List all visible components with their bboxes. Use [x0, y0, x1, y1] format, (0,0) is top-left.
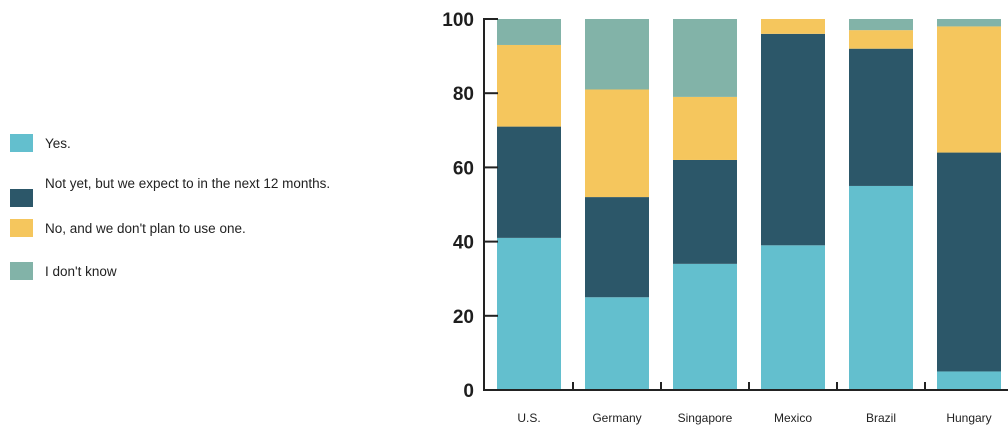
x-tick-label-mexico: Mexico [774, 411, 812, 425]
bar-segment-brazil-s0 [849, 185, 913, 390]
legend-item-yes: Yes. [10, 134, 340, 188]
legend-item-no: No, and we don't plan to use one. [10, 219, 340, 273]
bar-segment-germany-s2 [585, 89, 649, 198]
bar-segment-mexico-s1 [761, 33, 825, 246]
y-tick-label-20: 20 [453, 307, 474, 328]
legend-item-not-yet: Not yet, but we expect to in the next 12… [10, 176, 340, 230]
y-tick-label-60: 60 [453, 158, 474, 179]
bar-segment-mexico-s2 [761, 19, 825, 34]
bar-segment-u-s-s0 [497, 237, 561, 390]
x-tick-label-germany: Germany [592, 411, 641, 425]
y-tick-label-0: 0 [463, 381, 474, 402]
bar-segment-singapore-s2 [673, 96, 737, 160]
x-tick-label-hungary: Hungary [946, 411, 991, 425]
bar-segment-brazil-s2 [849, 30, 913, 49]
bar-segment-hungary-s3 [937, 19, 1001, 27]
bar-segment-germany-s3 [585, 19, 649, 90]
x-tick-label-brazil: Brazil [866, 411, 896, 425]
legend-label-not-yet: Not yet, but we expect to in the next 12… [45, 176, 331, 191]
bar-segment-germany-s1 [585, 197, 649, 298]
bar-segment-hungary-s2 [937, 26, 1001, 153]
y-tick-label-40: 40 [453, 233, 474, 254]
axes-group: U.S. Germany Singapore Mexico Brazil Hungary 0… [442, 10, 1008, 425]
legend-swatch-no [10, 219, 33, 237]
y-tick-label-100: 100 [442, 10, 474, 31]
bar-segment-brazil-s1 [849, 48, 913, 186]
bar-segment-u-s-s1 [497, 126, 561, 238]
bar-segment-u-s-s3 [497, 19, 561, 45]
bar-segment-singapore-s1 [673, 159, 737, 264]
legend-label-no: No, and we don't plan to use one. [45, 221, 246, 236]
legend-swatch-dont-know [10, 262, 33, 280]
bar-segment-singapore-s3 [673, 19, 737, 97]
legend: Yes. Not yet, but we expect to in the ne… [10, 134, 340, 350]
legend-item-dont-know: I don't know [10, 262, 340, 316]
bar-segment-hungary-s1 [937, 152, 1001, 372]
legend-swatch-yes [10, 134, 33, 152]
x-tick-label-singapore: Singapore [678, 411, 733, 425]
bar-segment-hungary-s0 [937, 371, 1001, 390]
bar-segment-germany-s0 [585, 297, 649, 390]
legend-swatch-not-yet [10, 189, 33, 207]
bar-segment-u-s-s2 [497, 44, 561, 127]
legend-label-yes: Yes. [45, 136, 71, 151]
bars-group [497, 19, 1001, 390]
bar-segment-brazil-s3 [849, 19, 913, 31]
y-tick-label-80: 80 [453, 84, 474, 105]
bar-segment-mexico-s0 [761, 245, 825, 390]
legend-label-dont-know: I don't know [45, 264, 117, 279]
x-tick-label-u-s: U.S. [517, 411, 540, 425]
bar-segment-singapore-s0 [673, 263, 737, 390]
